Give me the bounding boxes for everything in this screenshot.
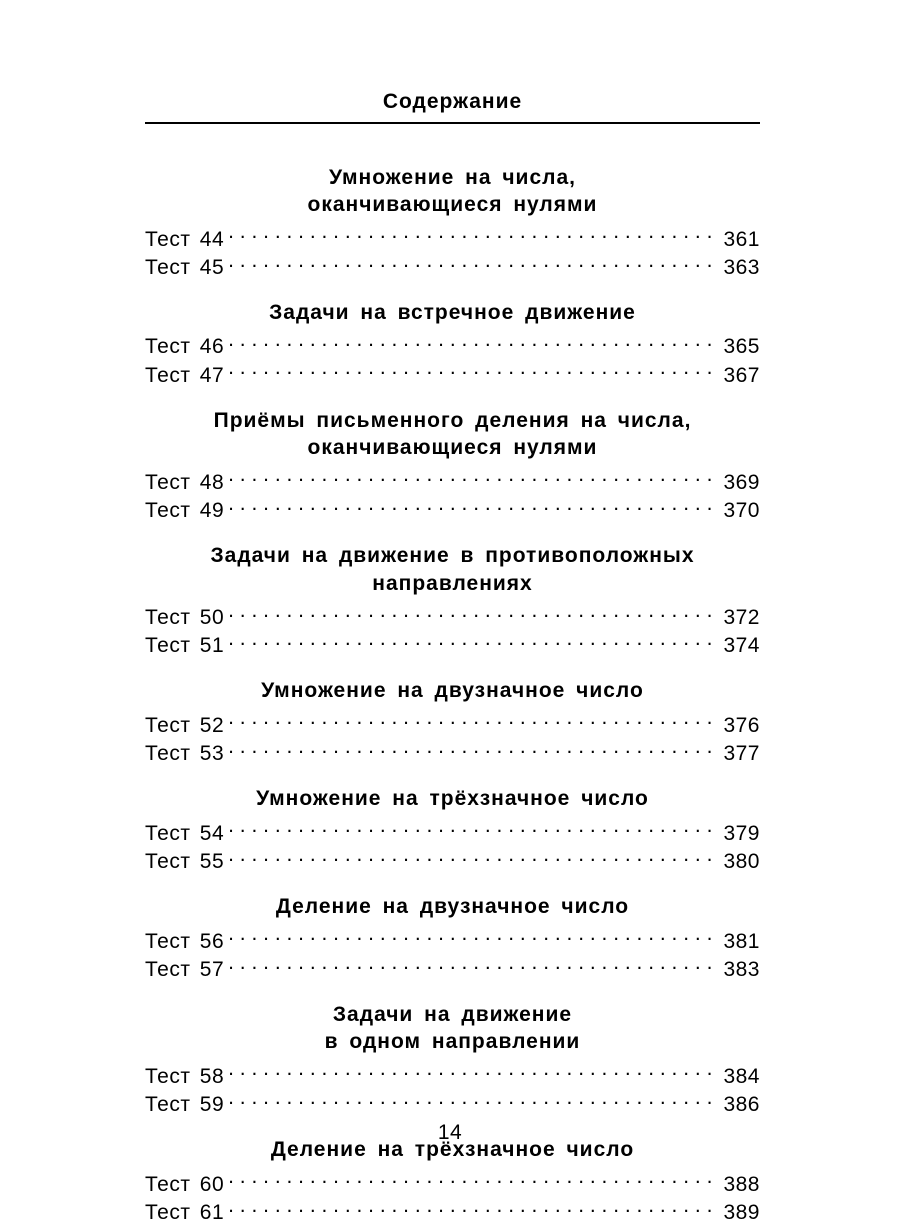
section-heading: Умножение на трёхзначное число xyxy=(145,785,760,812)
toc-entry: Тест 55 380 xyxy=(145,847,760,875)
toc-leader-dots xyxy=(228,711,719,732)
toc-entry-label: Тест 48 xyxy=(145,469,224,496)
toc-leader-dots xyxy=(228,361,719,382)
toc-leader-dots xyxy=(228,1090,719,1111)
toc-entry: Тест 54 379 xyxy=(145,819,760,847)
toc-sections: Умножение на числа,оканчивающиеся нулями… xyxy=(145,164,760,1226)
toc-entry-label: Тест 44 xyxy=(145,226,224,253)
section-heading: Умножение на числа,оканчивающиеся нулями xyxy=(145,164,760,219)
toc-entry-label: Тест 53 xyxy=(145,740,224,767)
toc-entry: Тест 49 370 xyxy=(145,496,760,524)
toc-leader-dots xyxy=(228,631,719,652)
toc-leader-dots xyxy=(228,332,719,353)
toc-entry-label: Тест 57 xyxy=(145,956,224,983)
toc-leader-dots xyxy=(228,225,719,246)
toc-entry-label: Тест 49 xyxy=(145,497,224,524)
toc-leader-dots xyxy=(228,1062,719,1083)
toc-entry: Тест 46 365 xyxy=(145,332,760,360)
toc-entry-label: Тест 61 xyxy=(145,1199,224,1226)
toc-entry-label: Тест 45 xyxy=(145,254,224,281)
toc-entry-page: 376 xyxy=(723,712,760,739)
toc-entry-label: Тест 50 xyxy=(145,604,224,631)
toc-entry-label: Тест 54 xyxy=(145,820,224,847)
section-heading: Умножение на двузначное число xyxy=(145,677,760,704)
toc-entry-page: 367 xyxy=(723,362,760,389)
toc-leader-dots xyxy=(228,739,719,760)
toc-entry-page: 388 xyxy=(723,1171,760,1198)
toc-entry-label: Тест 60 xyxy=(145,1171,224,1198)
toc-leader-dots xyxy=(228,847,719,868)
toc-leader-dots xyxy=(228,819,719,840)
toc-leader-dots xyxy=(228,955,719,976)
toc-entry-page: 363 xyxy=(723,254,760,281)
toc-leader-dots xyxy=(228,1170,719,1191)
toc-entry-label: Тест 51 xyxy=(145,632,224,659)
toc-entry-page: 370 xyxy=(723,497,760,524)
toc-entry-label: Тест 59 xyxy=(145,1091,224,1118)
toc-entry: Тест 48 369 xyxy=(145,468,760,496)
toc-entry: Тест 44 361 xyxy=(145,225,760,253)
toc-entry-label: Тест 52 xyxy=(145,712,224,739)
toc-entry: Тест 56 381 xyxy=(145,927,760,955)
toc-entry-label: Тест 55 xyxy=(145,848,224,875)
toc-entry: Тест 60 388 xyxy=(145,1170,760,1198)
toc-entry-page: 384 xyxy=(723,1063,760,1090)
section-heading: Приёмы письменного деления на числа,окан… xyxy=(145,407,760,462)
toc-entry-page: 369 xyxy=(723,469,760,496)
toc-entry-label: Тест 46 xyxy=(145,333,224,360)
section-heading: Задачи на движение в противоположныхнапр… xyxy=(145,542,760,597)
toc-leader-dots xyxy=(228,603,719,624)
page-title: Содержание xyxy=(145,90,760,124)
toc-entry-page: 389 xyxy=(723,1199,760,1226)
toc-entry-page: 381 xyxy=(723,928,760,955)
toc-entry-label: Тест 58 xyxy=(145,1063,224,1090)
toc-entry-page: 379 xyxy=(723,820,760,847)
page-container: Содержание Умножение на числа,оканчивающ… xyxy=(0,0,900,1200)
toc-entry-label: Тест 56 xyxy=(145,928,224,955)
toc-entry-page: 361 xyxy=(723,226,760,253)
toc-entry: Тест 58 384 xyxy=(145,1062,760,1090)
toc-entry: Тест 53 377 xyxy=(145,739,760,767)
toc-entry: Тест 51 374 xyxy=(145,631,760,659)
toc-leader-dots xyxy=(228,253,719,274)
toc-entry-page: 365 xyxy=(723,333,760,360)
toc-entry: Тест 61 389 xyxy=(145,1198,760,1226)
toc-entry: Тест 52 376 xyxy=(145,711,760,739)
toc-leader-dots xyxy=(228,1198,719,1219)
section-heading: Задачи на встречное движение xyxy=(145,299,760,326)
toc-entry-page: 380 xyxy=(723,848,760,875)
toc-entry: Тест 50 372 xyxy=(145,603,760,631)
toc-entry-page: 374 xyxy=(723,632,760,659)
toc-entry-page: 383 xyxy=(723,956,760,983)
section-heading: Задачи на движениев одном направлении xyxy=(145,1001,760,1056)
toc-entry: Тест 45 363 xyxy=(145,253,760,281)
section-heading: Деление на двузначное число xyxy=(145,893,760,920)
toc-entry-page: 386 xyxy=(723,1091,760,1118)
toc-leader-dots xyxy=(228,468,719,489)
page-number: 14 xyxy=(0,1121,900,1145)
toc-entry: Тест 57 383 xyxy=(145,955,760,983)
toc-entry-label: Тест 47 xyxy=(145,362,224,389)
toc-leader-dots xyxy=(228,927,719,948)
toc-entry: Тест 47 367 xyxy=(145,361,760,389)
toc-leader-dots xyxy=(228,496,719,517)
toc-entry: Тест 59 386 xyxy=(145,1090,760,1118)
toc-entry-page: 377 xyxy=(723,740,760,767)
toc-entry-page: 372 xyxy=(723,604,760,631)
